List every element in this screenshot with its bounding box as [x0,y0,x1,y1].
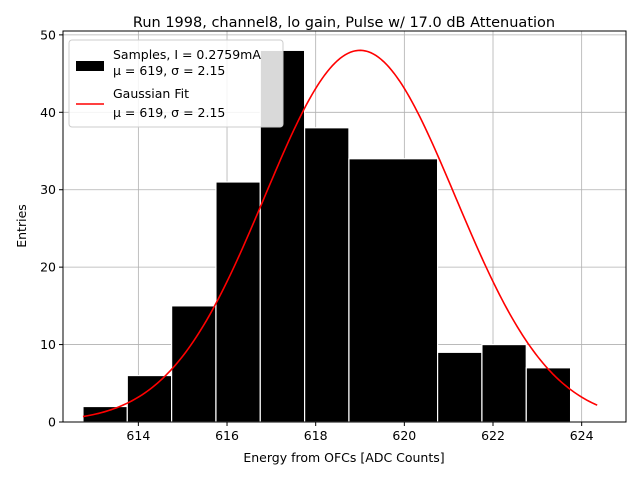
x-tick-label: 614 [126,428,150,443]
histogram-bar [304,127,350,423]
x-tick-label: 620 [392,428,416,443]
legend-fit-label: Gaussian Fit [113,86,189,101]
legend-samples-stats: μ = 619, σ = 2.15 [113,63,225,78]
y-axis-label: Entries [14,204,29,248]
y-axis-ticks: 0 10 20 30 40 50 [40,27,63,430]
legend-box [68,39,284,128]
y-tick-label: 0 [48,415,56,430]
histogram-bar [436,351,483,423]
histogram-bar [82,405,128,423]
histogram-bars [82,49,572,423]
histogram-bar [215,181,261,423]
y-tick-label: 40 [40,105,56,120]
chart-title: Run 1998, channel8, lo gain, Pulse w/ 17… [133,15,555,31]
legend-fit-stats: μ = 619, σ = 2.15 [113,105,225,120]
histogram-bar [126,374,173,423]
x-axis-ticks: 614 616 618 620 622 624 [126,422,594,443]
histogram-bar [525,367,572,423]
gaussian-fit-curve [82,49,598,418]
x-tick-label: 618 [304,428,328,443]
legend: Samples, I = 0.2759mA μ = 619, σ = 2.15 … [68,39,284,128]
x-axis-label: Energy from OFCs [ADC Counts] [243,450,444,465]
plot-frame [62,30,627,423]
x-tick-label: 616 [215,428,239,443]
x-tick-label: 622 [481,428,505,443]
legend-samples-label: Samples, I = 0.2759mA [113,47,261,62]
x-tick-label: 624 [570,428,594,443]
y-tick-label: 50 [40,27,56,42]
histogram-bar [481,343,527,423]
y-tick-label: 30 [40,182,56,197]
y-tick-label: 10 [40,337,56,352]
histogram-bar [348,158,439,423]
y-tick-label: 20 [40,260,56,275]
histogram-bar [171,305,217,423]
legend-samples-patch [76,61,104,71]
